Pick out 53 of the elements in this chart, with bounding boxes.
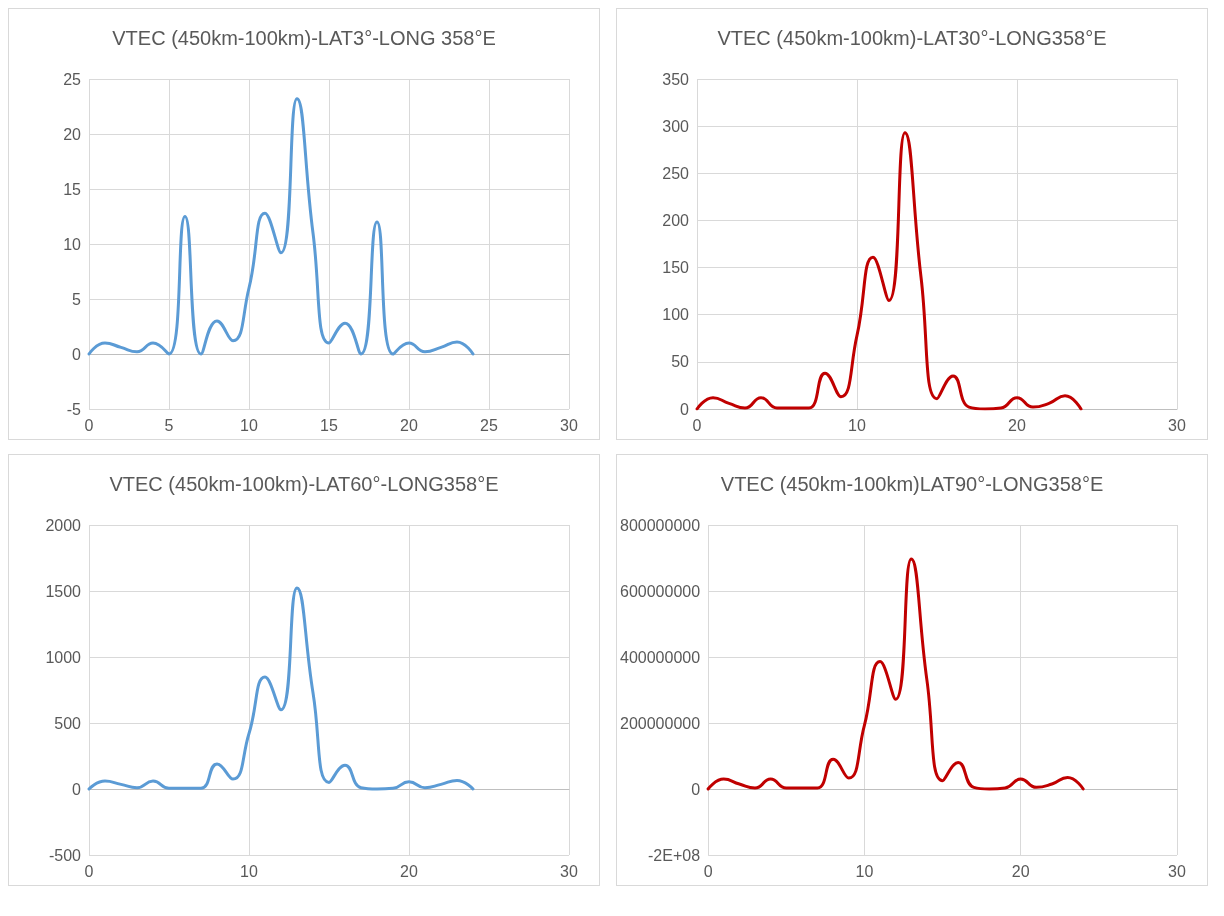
x-tick-label: 5	[164, 416, 174, 434]
y-tick-label: 15	[63, 180, 82, 198]
chart-title: VTEC (450km-100km)-LAT3°-LONG 358°E	[112, 27, 496, 49]
x-tick-label: 20	[400, 862, 418, 880]
line-series	[706, 557, 1085, 791]
y-tick-label: 350	[662, 70, 690, 88]
x-tick-label: 25	[480, 416, 498, 434]
y-tick-label: -500	[48, 846, 82, 864]
y-tick-label: 20	[63, 125, 82, 143]
y-tick-label: 600000000	[619, 582, 701, 600]
y-tick-label: 50	[671, 353, 690, 371]
y-tick-label: 200000000	[619, 714, 701, 732]
x-tick-label: 0	[84, 416, 94, 434]
x-tick-label: 20	[1011, 862, 1030, 880]
y-tick-label: 5	[72, 290, 82, 308]
y-tick-label: 0	[72, 780, 82, 798]
x-tick-label: 0	[703, 862, 713, 880]
x-tick-label: 30	[1168, 862, 1186, 880]
x-tick-label: 20	[1008, 416, 1026, 434]
y-tick-label: 400000000	[619, 648, 701, 666]
y-tick-label: 1500	[45, 582, 82, 600]
y-tick-label: 150	[662, 259, 690, 277]
y-tick-label: 0	[691, 780, 701, 798]
chart-title: VTEC (450km-100km)LAT90°-LONG358°E	[720, 473, 1104, 495]
y-tick-label: 100	[662, 306, 690, 324]
x-tick-label: 10	[848, 416, 866, 434]
x-tick-label: 10	[240, 862, 258, 880]
line-series	[695, 131, 1083, 411]
line-series	[87, 586, 475, 791]
x-tick-label: 0	[84, 862, 94, 880]
chart-title: VTEC (450km-100km)-LAT30°-LONG358°E	[717, 27, 1107, 49]
x-tick-label: 10	[855, 862, 874, 880]
y-tick-label: 1000	[45, 648, 82, 666]
y-tick-label: 0	[72, 345, 82, 363]
y-tick-label: 250	[662, 164, 690, 182]
y-tick-label: -5	[66, 400, 82, 418]
y-tick-label: 300	[662, 117, 690, 135]
x-tick-label: 10	[240, 416, 258, 434]
y-tick-label: 200	[662, 211, 690, 229]
x-tick-label: 15	[320, 416, 338, 434]
x-tick-label: 30	[560, 416, 578, 434]
y-tick-label: 800000000	[619, 516, 701, 534]
y-tick-label: 25	[63, 70, 82, 88]
y-tick-label: 10	[63, 235, 82, 253]
x-tick-label: 30	[560, 862, 578, 880]
y-tick-label: 2000	[45, 516, 82, 534]
chart-title: VTEC (450km-100km)-LAT60°-LONG358°E	[109, 473, 499, 495]
y-tick-label: -2E+08	[648, 846, 701, 864]
y-tick-label: 500	[54, 714, 82, 732]
y-tick-label: 0	[680, 400, 690, 418]
line-series	[87, 97, 475, 356]
x-tick-label: 20	[400, 416, 418, 434]
x-tick-label: 30	[1168, 416, 1186, 434]
